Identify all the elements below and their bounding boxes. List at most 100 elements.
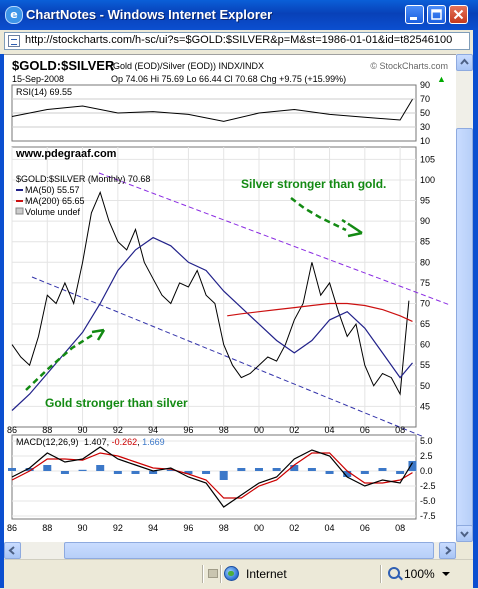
internet-zone-icon <box>224 566 239 581</box>
macd-histogram-bar <box>325 471 334 474</box>
macd-tick-label: -5.0 <box>420 496 436 506</box>
x-axis-label: 04 <box>325 425 335 435</box>
maximize-button[interactable] <box>427 5 446 24</box>
close-button[interactable] <box>449 5 468 24</box>
maximize-icon <box>431 9 442 20</box>
rsi-tick-label: 30 <box>420 122 430 132</box>
price-tick-label: 105 <box>420 154 435 164</box>
zoom-dropdown-icon[interactable] <box>442 572 450 576</box>
x-axis-label: 86 <box>7 523 17 533</box>
macd-histogram-bar <box>343 471 352 477</box>
legend-volume-swatch <box>15 207 24 215</box>
horizontal-scroll-thumb[interactable] <box>64 542 434 559</box>
stockchart: $GOLD:$SILVER (Gold (EOD)/Silver (EOD)) … <box>7 58 451 533</box>
macd-histogram-bar <box>254 468 263 471</box>
macd-histogram-bar <box>396 471 405 474</box>
legend-volume: Volume undef <box>25 207 81 217</box>
x-axis-label: 06 <box>360 523 370 533</box>
price-tick-label: 100 <box>420 175 435 185</box>
macd-histogram-bar <box>78 469 87 471</box>
annotation-arrow-bottom-head <box>91 328 106 341</box>
lower-channel-line <box>31 276 425 438</box>
x-axis-label: 90 <box>78 523 88 533</box>
page-content: $GOLD:$SILVER (Gold (EOD)/Silver (EOD)) … <box>4 54 456 543</box>
address-field[interactable]: http://stockcharts.com/h-sc/ui?s=$GOLD:$… <box>4 32 470 50</box>
macd-tick-label: 5.0 <box>420 436 433 446</box>
address-text[interactable]: http://stockcharts.com/h-sc/ui?s=$GOLD:$… <box>25 34 453 46</box>
macd-tick-label: -7.5 <box>420 511 436 521</box>
macd-histogram-bar <box>25 468 34 471</box>
ma50-line <box>11 236 413 411</box>
quote-up-arrow: ▲ <box>437 74 446 84</box>
rsi-tick-label: 10 <box>420 136 430 146</box>
x-axis-label: 02 <box>289 425 299 435</box>
macd-histogram-bar <box>290 465 299 471</box>
price-tick-label: 95 <box>420 196 430 206</box>
macd-label-hist: 1.669 <box>142 437 165 447</box>
macd-tick-label: 0.0 <box>420 466 433 476</box>
x-axis-label: 06 <box>360 425 370 435</box>
website-watermark: www.pdegraaf.com <box>15 148 117 160</box>
window-frame-right <box>473 30 478 588</box>
status-separator <box>202 565 204 583</box>
macd-histogram-bar <box>149 471 158 474</box>
macd-histogram-bar <box>378 468 387 471</box>
window-title: ChartNotes - Windows Internet Explorer <box>26 7 273 22</box>
x-axis-label: 02 <box>289 523 299 533</box>
price-tick-label: 90 <box>420 216 430 226</box>
scroll-up-icon <box>460 58 469 65</box>
legend-ma200-swatch <box>16 200 23 202</box>
x-axis-label: 94 <box>148 425 158 435</box>
macd-histogram-bar <box>272 468 281 471</box>
x-axis-label: 08 <box>395 523 405 533</box>
macd-label-value: 1.407 <box>84 437 107 447</box>
price-tick-label: 45 <box>420 401 430 411</box>
x-axis-label: 04 <box>325 523 335 533</box>
price-tick-label: 70 <box>420 298 430 308</box>
macd-histogram-bar <box>184 471 193 474</box>
annotation-arrow-top-head <box>347 223 363 238</box>
vertical-scroll-thumb[interactable] <box>456 128 473 528</box>
upper-channel-line <box>98 172 451 306</box>
rsi-tick-label: 90 <box>420 80 430 90</box>
price-tick-label: 75 <box>420 278 430 288</box>
macd-histogram-bar <box>8 468 16 471</box>
macd-histogram-bar <box>96 465 105 471</box>
scroll-up-button[interactable] <box>456 54 473 71</box>
chart-quote: Op 74.06 Hi 75.69 Lo 66.44 Cl 70.68 Chg … <box>111 74 346 84</box>
x-axis-label: 90 <box>78 425 88 435</box>
status-separator <box>220 565 222 583</box>
window-frame-left <box>0 54 4 588</box>
macd-histogram-bar <box>307 468 316 471</box>
legend-ma200: MA(200) 65.65 <box>25 196 85 206</box>
scroll-right-icon <box>445 546 452 555</box>
horizontal-scrollbar[interactable] <box>4 542 456 559</box>
x-axis-label: 92 <box>113 523 123 533</box>
security-lock-icon <box>208 569 218 578</box>
rsi-line <box>11 99 413 122</box>
scroll-down-button[interactable] <box>456 525 473 542</box>
macd-histogram-bar <box>43 465 52 471</box>
x-axis-label: 92 <box>113 425 123 435</box>
vertical-scrollbar[interactable] <box>456 54 473 542</box>
macd-label: MACD(12,26,9) 1.407, -0.262, 1.669 <box>16 437 165 447</box>
macd-histogram-bar <box>237 468 246 471</box>
ma200-line <box>227 302 413 322</box>
macd-label-name: MACD(12,26,9) <box>16 437 79 447</box>
macd-tick-label: 2.5 <box>420 451 433 461</box>
minimize-button[interactable] <box>405 5 424 24</box>
close-icon <box>453 9 464 20</box>
scroll-down-icon <box>460 531 469 538</box>
price-tick-label: 50 <box>420 381 430 391</box>
minimize-icon <box>410 17 417 20</box>
page-icon <box>8 35 20 47</box>
macd-histogram-bar <box>219 471 228 480</box>
macd-histogram-bar <box>408 460 417 471</box>
scroll-right-button[interactable] <box>439 542 456 559</box>
price-line <box>11 190 410 396</box>
price-tick-label: 55 <box>420 360 430 370</box>
scroll-left-button[interactable] <box>4 542 21 559</box>
zoom-icon[interactable] <box>388 567 400 579</box>
annotation-arrow-bottom-dashes <box>25 332 95 391</box>
zoom-level[interactable]: 100% <box>404 567 435 581</box>
